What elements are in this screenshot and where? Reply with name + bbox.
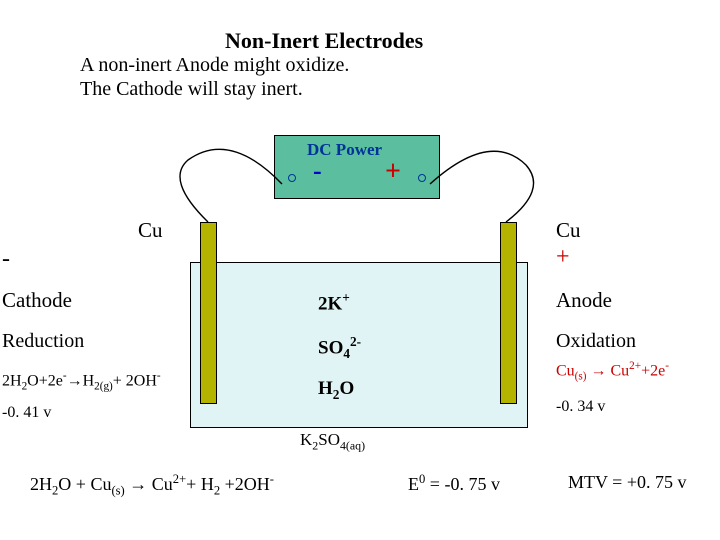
left-potential: -0. 41 v	[2, 404, 51, 422]
ion-k: 2K+	[318, 290, 350, 315]
right-charge-label: +	[556, 244, 570, 271]
wire-right	[430, 151, 534, 222]
left-charge-label: -	[2, 246, 10, 273]
ion-h2o: H2O	[318, 378, 354, 403]
wire-left	[180, 149, 282, 222]
salt-label: K2SO4(aq)	[300, 430, 365, 453]
ion-so4: SO42-	[318, 334, 361, 362]
right-half-reaction: Cu(s) → Cu2++2e-	[556, 360, 669, 383]
overall-reaction: 2H2O + Cu(s) → Cu2++ H2 +2OH-	[30, 472, 274, 499]
left-process-label: Reduction	[2, 330, 84, 353]
e0-label: E0 = -0. 75 v	[408, 472, 500, 495]
electrode-right	[500, 222, 517, 404]
mtv-label: MTV = +0. 75 v	[568, 472, 686, 493]
left-material-label: Cu	[138, 218, 163, 243]
right-role-label: Anode	[556, 288, 612, 313]
right-material-label: Cu	[556, 218, 581, 243]
electrode-left	[200, 222, 217, 404]
right-process-label: Oxidation	[556, 330, 636, 353]
right-potential: -0. 34 v	[556, 398, 605, 416]
left-role-label: Cathode	[2, 288, 72, 313]
left-half-reaction: 2H2O+2e-→H2(g)+ 2OH-	[2, 370, 161, 393]
